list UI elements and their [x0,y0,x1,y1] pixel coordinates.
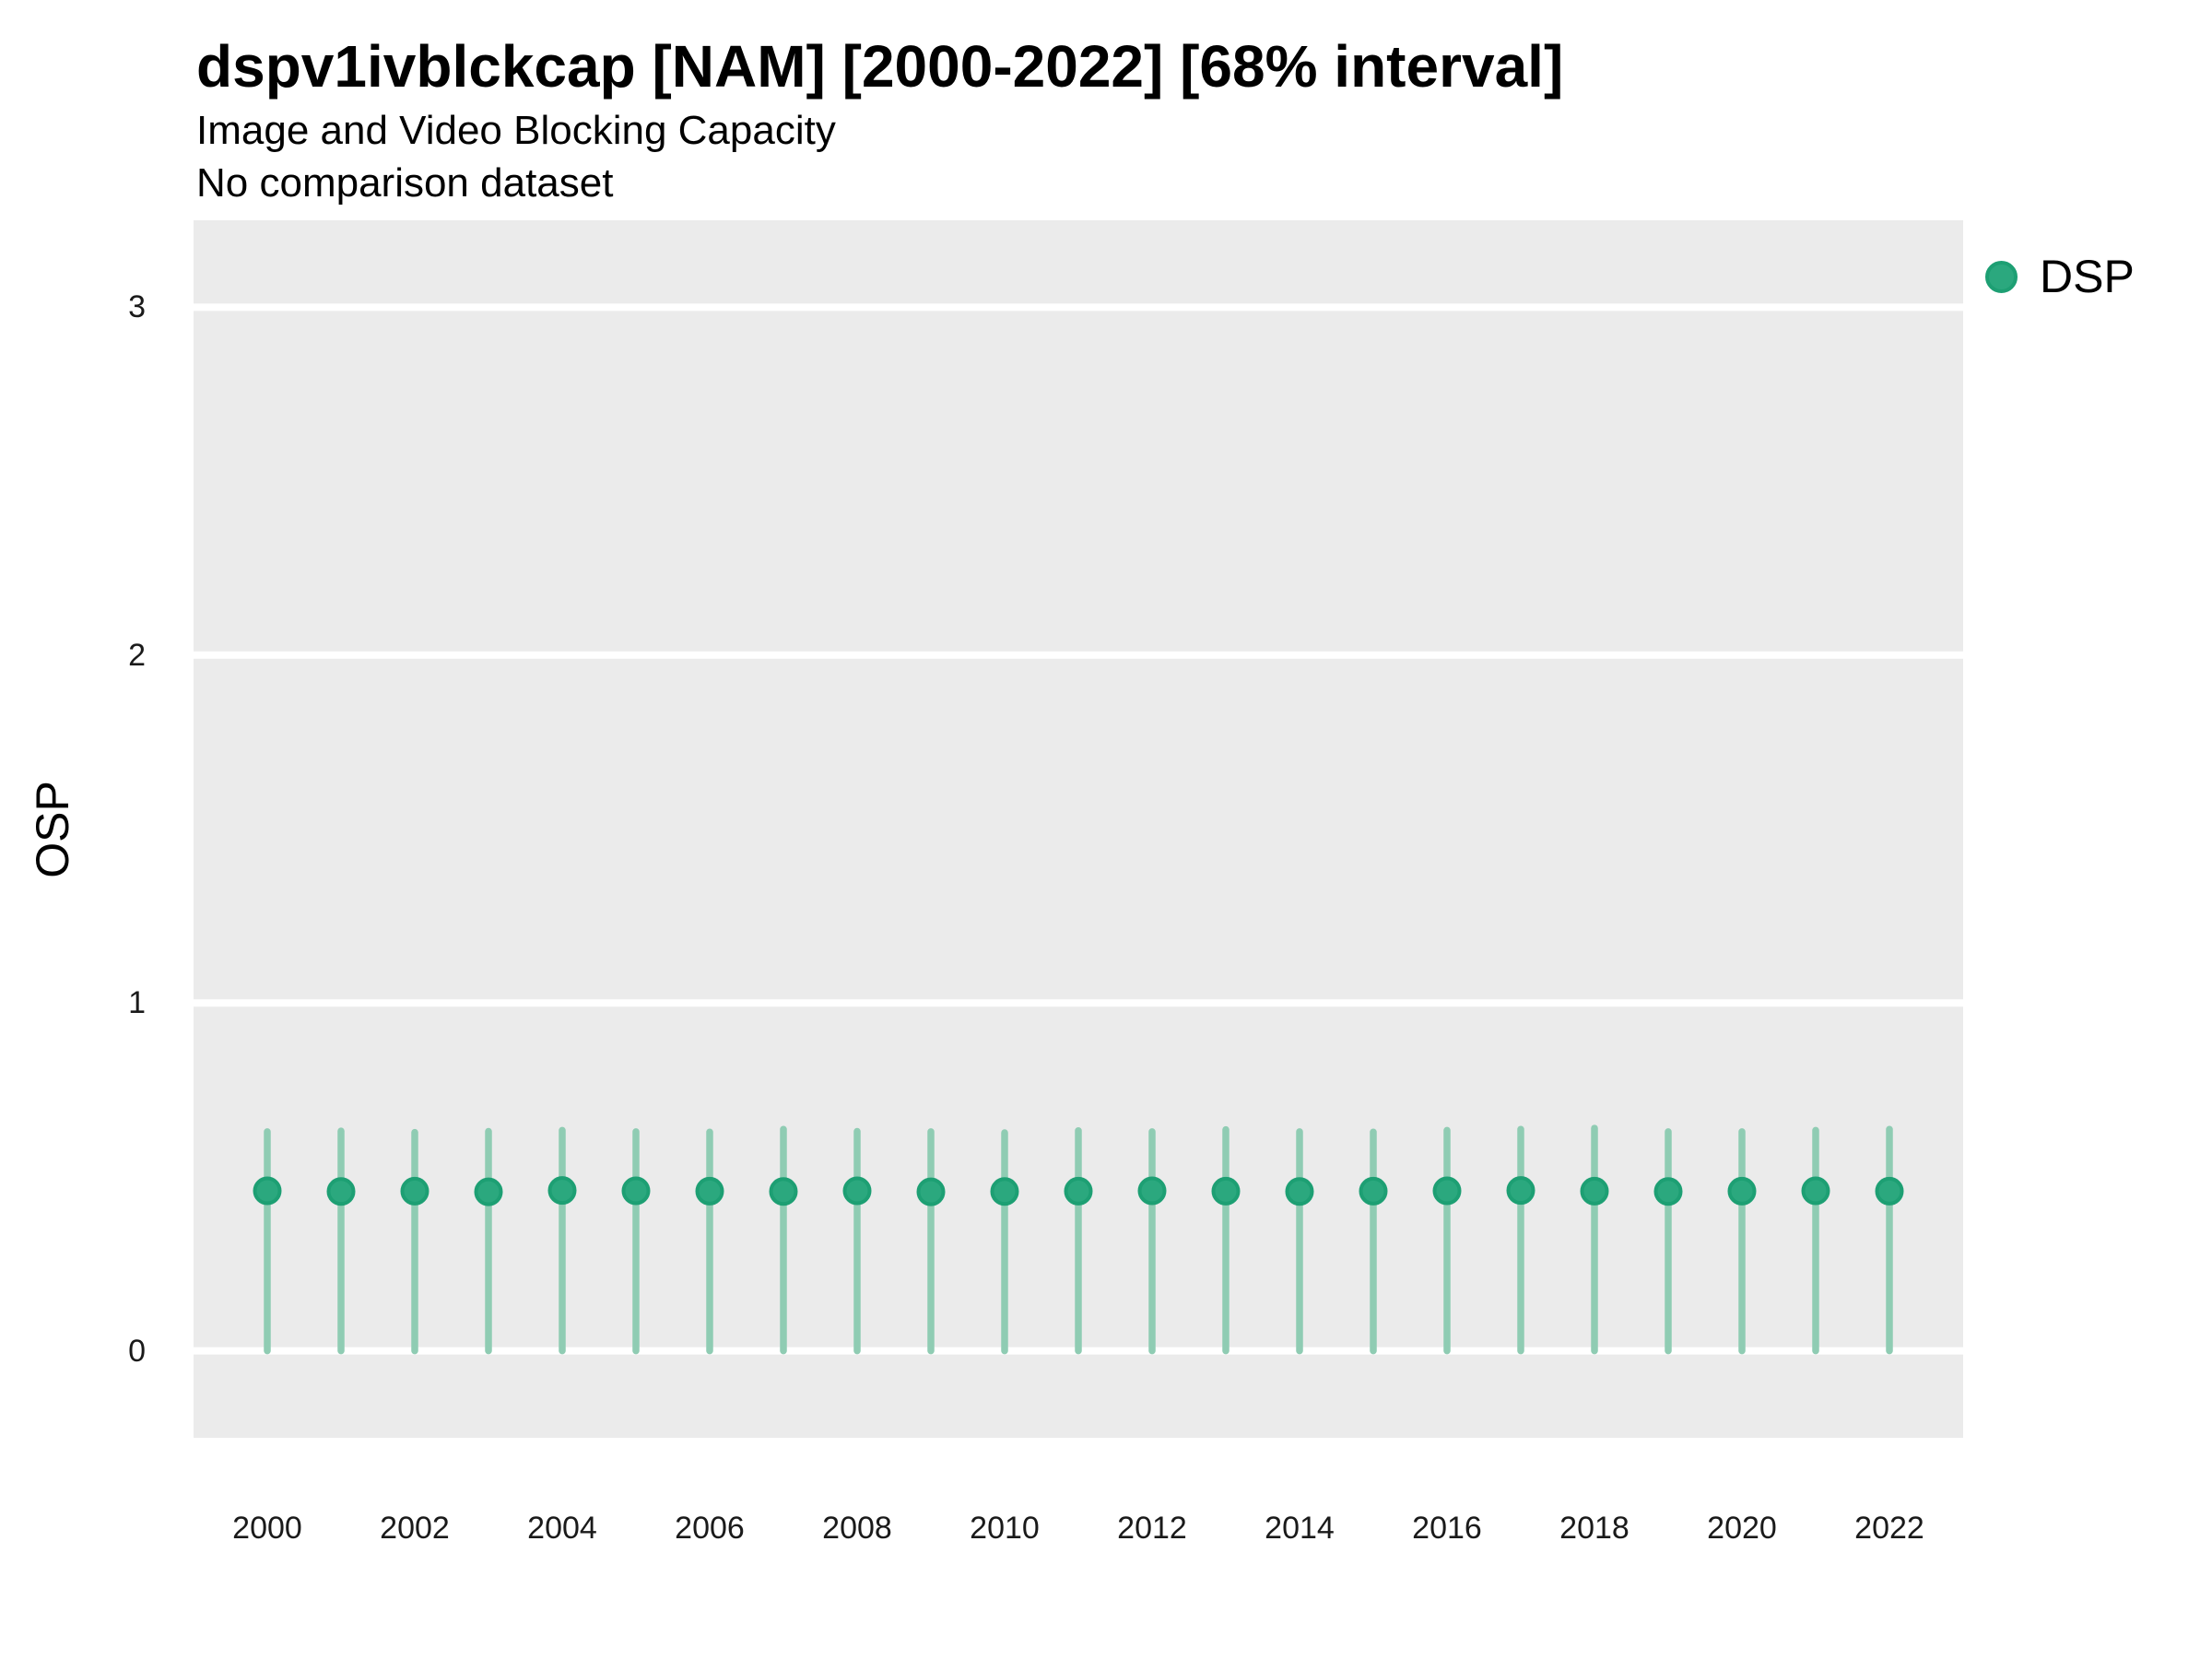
data-point-2005 [621,1176,651,1206]
y-axis-title: OSP [27,781,78,878]
x-tick-label-2020: 2020 [1707,1511,1777,1546]
data-point-2009 [916,1177,946,1206]
x-tick-label-2008: 2008 [822,1511,892,1546]
x-tick-label-2018: 2018 [1559,1511,1630,1546]
legend-label-dsp: DSP [2040,251,2135,302]
x-tick-label-2000: 2000 [232,1511,302,1546]
y-tick-label-2: 2 [128,637,146,673]
chart-title: dspv1ivblckcap [NAM] [2000-2022] [68% in… [196,33,1564,100]
data-point-2017 [1506,1176,1535,1206]
data-point-2000 [253,1176,282,1206]
data-point-2010 [990,1177,1019,1206]
data-point-2002 [400,1176,429,1206]
legend: DSP [1985,251,2135,302]
comparison-note: No comparison dataset [196,160,614,206]
data-point-2014 [1285,1177,1314,1206]
data-point-2006 [695,1176,724,1206]
data-point-2011 [1064,1176,1093,1206]
data-point-2001 [326,1177,356,1206]
data-point-2015 [1359,1176,1388,1206]
x-tick-label-2014: 2014 [1265,1511,1335,1546]
y-tick-label-0: 0 [128,1333,146,1369]
data-point-2013 [1211,1176,1241,1206]
data-point-2022 [1875,1176,1904,1206]
data-point-2012 [1137,1176,1167,1206]
plot-panel [194,220,1963,1438]
data-point-2021 [1801,1176,1830,1206]
data-point-2007 [769,1177,798,1206]
legend-point-icon [1985,260,2018,293]
x-tick-label-2002: 2002 [380,1511,450,1546]
x-tick-label-2010: 2010 [970,1511,1040,1546]
x-tick-label-2004: 2004 [527,1511,597,1546]
data-point-2016 [1432,1176,1462,1206]
chart-subtitle: Image and Video Blocking Capacity [196,108,836,153]
x-tick-label-2016: 2016 [1412,1511,1482,1546]
data-point-2003 [474,1177,503,1206]
x-tick-label-2022: 2022 [1854,1511,1924,1546]
x-tick-label-2006: 2006 [675,1511,745,1546]
data-point-2019 [1653,1177,1683,1206]
x-tick-label-2012: 2012 [1117,1511,1187,1546]
plot-area-svg [194,303,1963,1355]
y-tick-label-1: 1 [128,985,146,1021]
data-point-2004 [547,1176,577,1206]
data-point-2008 [842,1176,872,1206]
data-point-2018 [1580,1176,1609,1206]
y-tick-label-3: 3 [128,289,146,325]
data-point-2020 [1727,1176,1757,1206]
